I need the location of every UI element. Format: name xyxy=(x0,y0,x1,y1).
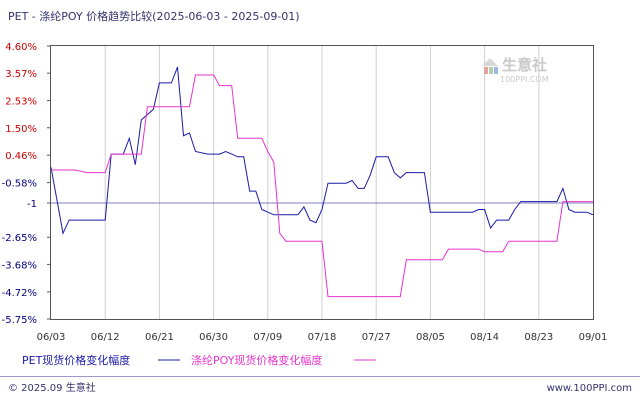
bar-icon xyxy=(484,67,488,74)
footer-url: www.100PPI.com xyxy=(547,383,632,394)
y-tick-label: -1 xyxy=(27,199,37,210)
x-grid xyxy=(104,46,540,319)
series-line-pet xyxy=(50,66,594,235)
x-tick-label: 08/14 xyxy=(470,332,499,343)
x-tick-label: 06/12 xyxy=(91,332,120,343)
y-tick-label: 1.50% xyxy=(5,124,37,135)
footer-copyright: © 2025.09 生意社 xyxy=(8,381,96,394)
legend-label-pet: PET现货价格变化幅度 xyxy=(22,353,130,367)
series-line-poy xyxy=(51,74,593,298)
legend-label-poy: 涤纶POY现货价格变化幅度 xyxy=(191,353,322,367)
y-tick-label: 3.57% xyxy=(5,69,37,80)
legend: PET现货价格变化幅度 涤纶POY现货价格变化幅度 xyxy=(22,353,376,367)
x-tick-label: 06/03 xyxy=(37,332,66,343)
y-tick-label: 4.60% xyxy=(5,42,37,53)
x-tick-label: 08/05 xyxy=(416,332,445,343)
x-tick-label: 09/01 xyxy=(579,332,608,343)
x-tick-label: 06/30 xyxy=(199,332,228,343)
y-tick-label: 0.46% xyxy=(5,151,37,162)
y-tick-label: 2.53% xyxy=(5,97,37,108)
x-tick-label: 07/27 xyxy=(362,332,391,343)
x-axis: 06/03 06/12 06/21 06/30 07/09 07/18 07/27 08/05… xyxy=(37,332,608,343)
chart-title: PET - 涤纶POY 价格趋势比较(2025-06-03 - 2025-09-… xyxy=(8,9,300,23)
bar-icon xyxy=(489,67,493,74)
x-tick-label: 07/18 xyxy=(308,332,337,343)
y-tick-label: -5.75% xyxy=(2,315,37,326)
y-tick-label: -2.65% xyxy=(2,233,37,244)
watermark-url: 100PPI.COM xyxy=(500,75,549,84)
watermark-name: 生意社 xyxy=(502,56,547,74)
x-tick-label: 06/21 xyxy=(145,332,174,343)
x-tick-label: 08/23 xyxy=(524,332,553,343)
house-icon xyxy=(482,58,498,66)
series-layer xyxy=(50,66,594,298)
y-tick-label: -4.72% xyxy=(2,288,37,299)
y-axis: 4.60% 3.57% 2.53% 1.50% 0.46% -0.58% -1 -2.65% -… xyxy=(2,42,51,326)
x-tick-label: 07/09 xyxy=(253,332,282,343)
y-tick-label: -3.68% xyxy=(2,260,37,271)
bar-icon xyxy=(494,67,498,74)
watermark-logo: 生意社 100PPI.COM xyxy=(482,56,549,84)
y-tick-label: -0.58% xyxy=(2,179,37,190)
